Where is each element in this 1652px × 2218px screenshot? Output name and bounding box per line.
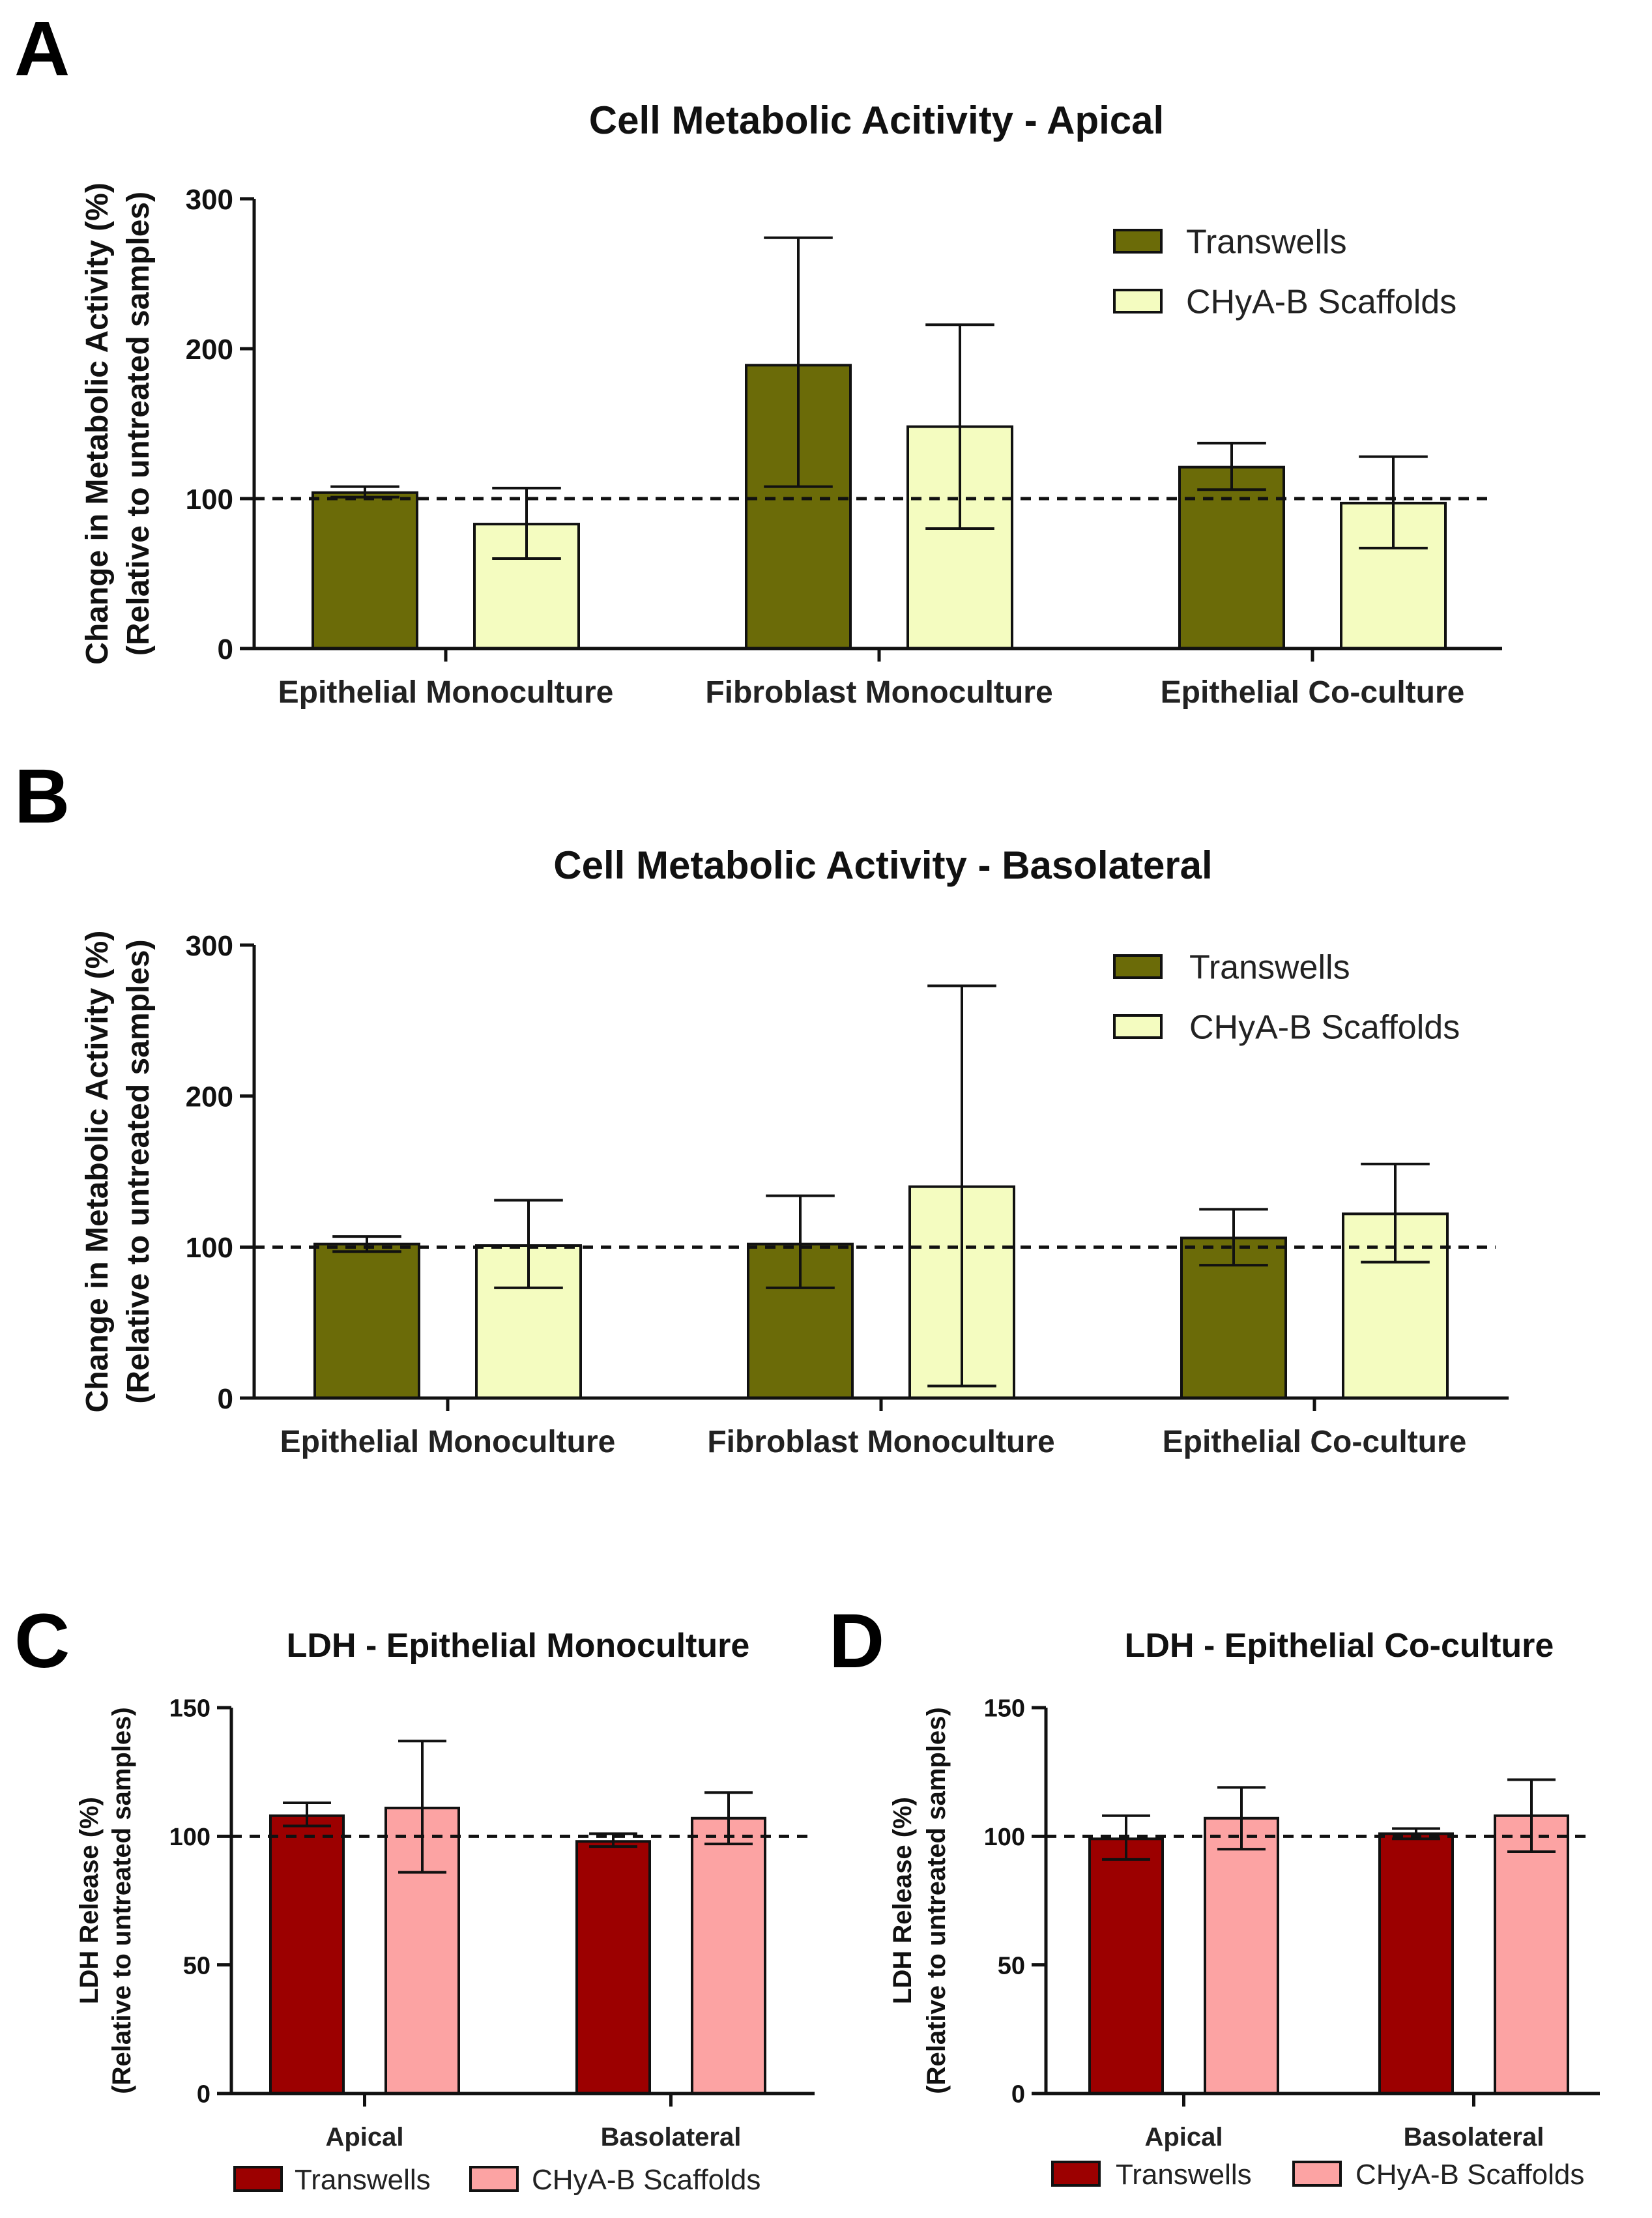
legend-label: Transwells: [295, 2164, 431, 2196]
y-tick-label: 0: [218, 1383, 233, 1415]
legend-swatch-transwells: [233, 2166, 283, 2192]
x-category-label: Fibroblast Monoculture: [705, 675, 1052, 710]
y-tick-label: 50: [998, 1952, 1025, 1979]
bar-transwells-2: [1178, 465, 1285, 650]
legend-swatch-transwells: [1051, 2161, 1101, 2187]
y-tick-label: 300: [186, 184, 233, 216]
y-tick-label: 50: [183, 1952, 210, 1979]
y-tick-label: 150: [169, 1695, 210, 1723]
y-tick-label: 0: [218, 634, 233, 665]
legend: Transwells CHyA-B Scaffolds: [233, 2164, 761, 2196]
chart-title: Cell Metabolic Activity - Basolateral: [553, 843, 1212, 887]
x-category-label: Apical: [1144, 2123, 1223, 2152]
y-tick-label: 0: [197, 2081, 210, 2109]
panel-b: B Cell Metabolic Activity - Basolateral Ch…: [14, 753, 1509, 1459]
y-tick-label: 200: [186, 334, 233, 366]
panel-letter: B: [14, 753, 70, 839]
y-tick-label: 150: [984, 1695, 1025, 1723]
panel-a: A Cell Metabolic Acitivity - Apical Change…: [14, 6, 1502, 710]
x-category-label: Basolateral: [1404, 2123, 1544, 2152]
y-tick-label: 300: [186, 930, 233, 962]
bar-transwells-1: [1378, 1832, 1454, 2095]
legend-label: CHyA-B Scaffolds: [1355, 2159, 1584, 2191]
panel-letter: A: [14, 6, 70, 92]
legend: Transwells CHyA-B Scaffolds: [1113, 949, 1460, 1047]
chart-title: LDH - Epithelial Monoculture: [287, 1627, 750, 1665]
legend: Transwells CHyA-B Scaffolds: [1051, 2159, 1584, 2191]
bar-scaffolds-1: [1494, 1814, 1569, 2095]
legend-swatch-scaffolds: [469, 2166, 519, 2192]
y-axis-label-secondary: (Relative to untreated samples): [922, 1707, 951, 2094]
x-category-label: Epithelial Monoculture: [278, 675, 614, 710]
panel-c: C LDH - Epithelial Monoculture LDH Release…: [14, 1598, 815, 2196]
y-tick-label: 200: [186, 1081, 233, 1113]
legend-label: Transwells: [1116, 2159, 1252, 2191]
legend-label: Transwells: [1186, 224, 1347, 261]
legend-swatch-transwells: [1113, 229, 1163, 254]
legend-label: Transwells: [1189, 949, 1350, 987]
bar-scaffolds-0: [1204, 1817, 1279, 2095]
y-axis-label-secondary: (Relative to untreated samples): [121, 192, 156, 656]
bar-transwells-0: [1088, 1837, 1164, 2095]
y-tick-label: 100: [169, 1824, 210, 1851]
x-category-label: Epithelial Co-culture: [1163, 1425, 1467, 1459]
legend-label: CHyA-B Scaffolds: [532, 2164, 761, 2196]
bar-transwells-1: [575, 1840, 651, 2095]
y-tick-label: 100: [186, 484, 233, 516]
panel-d: D LDH - Epithelial Co-culture LDH Release …: [829, 1598, 1600, 2191]
x-category-label: Epithelial Co-culture: [1161, 675, 1465, 710]
y-axis-label-secondary: (Relative to untreated samples): [108, 1707, 136, 2094]
panel-letter: C: [14, 1598, 70, 1684]
chart-title: LDH - Epithelial Co-culture: [1125, 1627, 1554, 1665]
y-axis-label-secondary: (Relative to untreated samples): [121, 939, 156, 1403]
x-category-label: Fibroblast Monoculture: [707, 1425, 1054, 1459]
panel-letter: D: [829, 1598, 884, 1684]
bar-transwells-0: [312, 491, 418, 650]
x-category-label: Basolateral: [601, 2123, 742, 2152]
y-tick-label: 0: [1011, 2081, 1025, 2109]
legend: Transwells CHyA-B Scaffolds: [1113, 224, 1456, 321]
x-category-label: Apical: [325, 2123, 403, 2152]
y-tick-label: 100: [984, 1824, 1025, 1851]
legend-swatch-scaffolds: [1113, 1014, 1163, 1039]
legend-label: CHyA-B Scaffolds: [1189, 1009, 1460, 1047]
y-axis-label: Change in Metabolic Activity (%): [80, 931, 115, 1413]
legend-swatch-scaffolds: [1292, 2161, 1342, 2187]
chart-title: Cell Metabolic Acitivity - Apical: [589, 98, 1164, 142]
y-axis-label: LDH Release (%): [888, 1797, 917, 2004]
legend-swatch-scaffolds: [1113, 289, 1163, 314]
y-axis-label: Change in Metabolic Activity (%): [80, 182, 115, 665]
y-tick-label: 100: [186, 1232, 233, 1264]
bar-transwells-0: [269, 1814, 345, 2095]
legend-swatch-transwells: [1113, 954, 1163, 979]
bar-transwells-0: [313, 1242, 420, 1399]
legend-label: CHyA-B Scaffolds: [1186, 284, 1456, 321]
y-axis-label: LDH Release (%): [75, 1797, 104, 2004]
bar-scaffolds-1: [691, 1817, 766, 2095]
x-category-label: Epithelial Monoculture: [280, 1425, 616, 1459]
